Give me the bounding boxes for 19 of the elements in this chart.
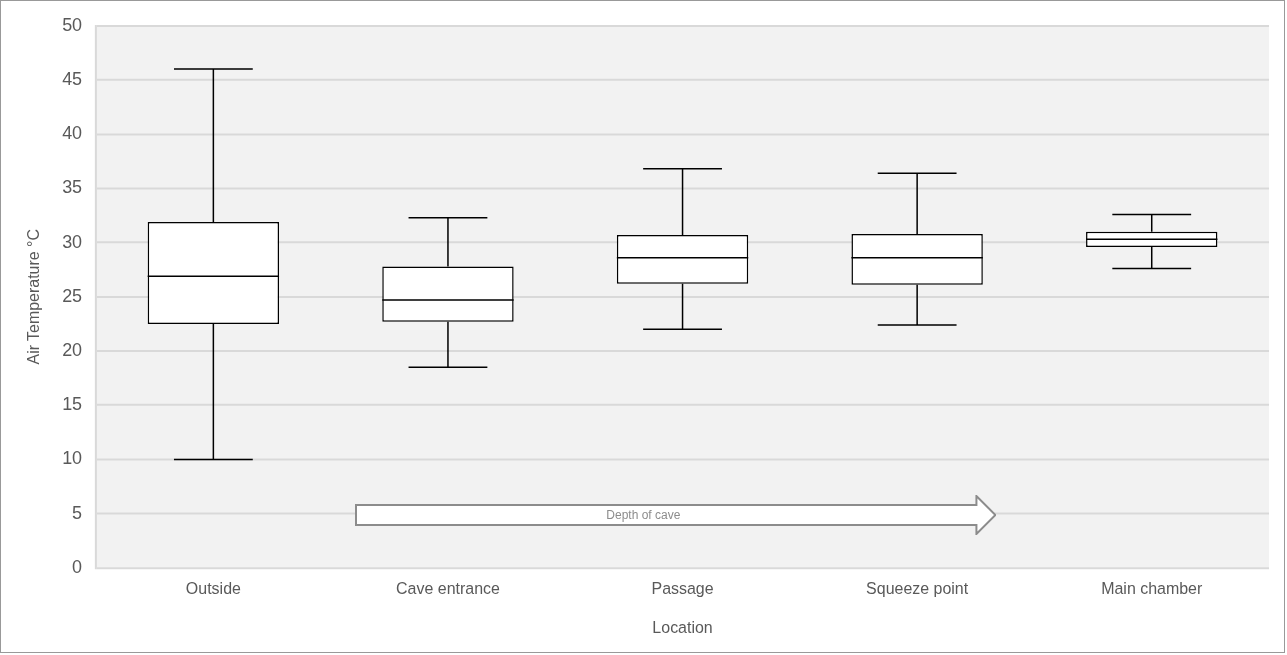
y-tick-label: 10 — [62, 448, 83, 469]
x-tick-label: Passage — [651, 579, 714, 597]
x-tick-label: Squeeze point — [866, 579, 969, 597]
x-tick-label: Main chamber — [1101, 579, 1203, 597]
y-tick-label: 20 — [62, 339, 83, 360]
x-axis-title: Location — [652, 618, 713, 636]
y-tick-label: 25 — [62, 285, 83, 306]
annotation: Depth of cave — [606, 508, 681, 523]
x-tick-label: Outside — [185, 579, 241, 597]
x-tick-label: Cave entrance — [396, 579, 500, 597]
y-tick-label: 50 — [62, 14, 83, 35]
y-tick-label: 5 — [72, 502, 83, 523]
y-tick-label: 35 — [62, 177, 83, 198]
y-tick-label: 45 — [62, 68, 83, 89]
y-tick-label: 0 — [72, 556, 83, 577]
y-tick-label: 30 — [62, 231, 83, 252]
y-axis-title: Air Temperature °C — [24, 229, 42, 365]
y-tick-label: 15 — [62, 394, 83, 415]
y-tick-label: 40 — [62, 123, 83, 144]
